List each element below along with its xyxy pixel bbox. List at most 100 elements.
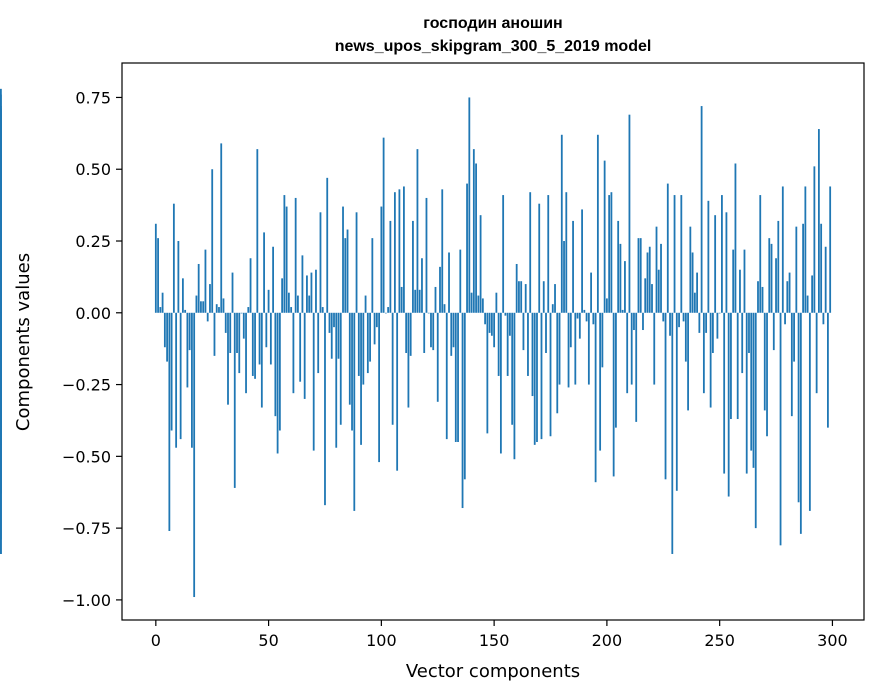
bar-190: [583, 309, 586, 313]
bar-26: [213, 312, 216, 356]
bar-132: [452, 312, 455, 348]
bar-272: [768, 238, 771, 313]
bar-3: [161, 292, 164, 313]
bar-129: [445, 312, 448, 440]
bar-230: [673, 195, 676, 313]
bar-170: [538, 203, 541, 313]
bar-86: [348, 312, 351, 405]
bar-94: [366, 312, 369, 374]
bar-235: [684, 312, 687, 362]
bar-199: [603, 160, 606, 313]
bar-112: [407, 312, 410, 408]
bar-153: [499, 312, 502, 454]
bar-275: [775, 258, 777, 313]
bar-82: [339, 312, 342, 425]
bar-8: [172, 203, 175, 313]
y-tick-label: 0.25: [75, 232, 111, 251]
bar-73: [319, 212, 322, 313]
bar-179: [558, 312, 561, 385]
bar-149: [490, 312, 493, 336]
bar-210: [628, 114, 631, 313]
bar-211: [630, 312, 633, 385]
bar-113: [409, 312, 412, 356]
bar-293: [815, 312, 818, 394]
bar-274: [772, 312, 775, 351]
bar-268: [759, 195, 762, 313]
bar-36: [236, 312, 238, 353]
bar-124: [434, 286, 437, 313]
bar-194: [592, 312, 595, 325]
bar-245: [707, 200, 710, 313]
bar-171: [540, 312, 543, 440]
bar-277: [779, 312, 782, 546]
y-axis-label: Components values: [13, 253, 34, 431]
bar-25: [211, 169, 214, 313]
bar-76: [326, 177, 329, 313]
bar-19: [197, 263, 200, 313]
bar-116: [416, 149, 419, 313]
bar-70: [312, 312, 315, 451]
bar-119: [423, 312, 426, 353]
bar-27: [215, 304, 218, 313]
bar-252: [723, 312, 726, 474]
bar-54: [276, 312, 279, 454]
bar-20: [200, 301, 202, 313]
y-axis-ticks: −1.00 −0.75 −0.50 −0.25 0.00 0.25 0.50 0.75: [62, 88, 122, 610]
bar-105: [391, 312, 394, 425]
bar-283: [793, 312, 795, 362]
bar-78: [330, 312, 333, 359]
bar-22: [204, 249, 207, 313]
chart-title: господин аношин: [423, 15, 562, 32]
bar-165: [527, 312, 529, 376]
bar-193: [590, 272, 592, 313]
bar-219: [648, 246, 651, 313]
bar-29: [220, 143, 223, 313]
bar-177: [554, 284, 556, 313]
bar-254: [727, 312, 730, 497]
bar-178: [556, 312, 559, 414]
bar-109: [400, 286, 403, 313]
bar-79: [333, 312, 335, 328]
bar-240: [696, 272, 698, 313]
bar-232: [678, 312, 680, 328]
bar-218: [646, 252, 649, 313]
bar-95: [369, 312, 371, 362]
bar-200: [605, 298, 608, 313]
bar-183: [567, 312, 570, 388]
bar-282: [790, 312, 793, 417]
bar-271: [766, 312, 768, 437]
bar-156: [506, 312, 509, 376]
bar-23: [206, 312, 209, 322]
bar-148: [488, 312, 491, 333]
bar-10: [177, 241, 180, 313]
bar-242: [700, 106, 703, 313]
bar-236: [687, 312, 689, 411]
bar-4: [163, 312, 166, 348]
bar-61: [292, 312, 295, 394]
bar-207: [621, 309, 624, 313]
bar-215: [639, 238, 642, 313]
bar-45: [256, 149, 259, 313]
bar-260: [741, 312, 744, 374]
bar-62: [294, 197, 297, 313]
bar-203: [612, 312, 615, 477]
bar-145: [481, 298, 484, 313]
y-tick-label: 0.75: [75, 88, 111, 107]
bar-102: [384, 312, 387, 314]
bar-47: [260, 312, 263, 408]
bar-257: [734, 163, 737, 313]
bar-281: [788, 272, 791, 313]
bar-32: [227, 312, 229, 405]
bar-46: [258, 312, 261, 365]
bar-195: [594, 312, 597, 483]
bar-52: [272, 246, 274, 313]
bar-238: [691, 252, 694, 313]
bar-164: [524, 284, 527, 313]
bar-56: [281, 278, 284, 313]
bar-39: [242, 312, 245, 339]
y-tick-label: 0.50: [75, 160, 111, 179]
bar-35: [233, 312, 236, 488]
bar-163: [522, 312, 525, 351]
bar-59: [287, 292, 290, 313]
bar-57: [283, 195, 286, 313]
